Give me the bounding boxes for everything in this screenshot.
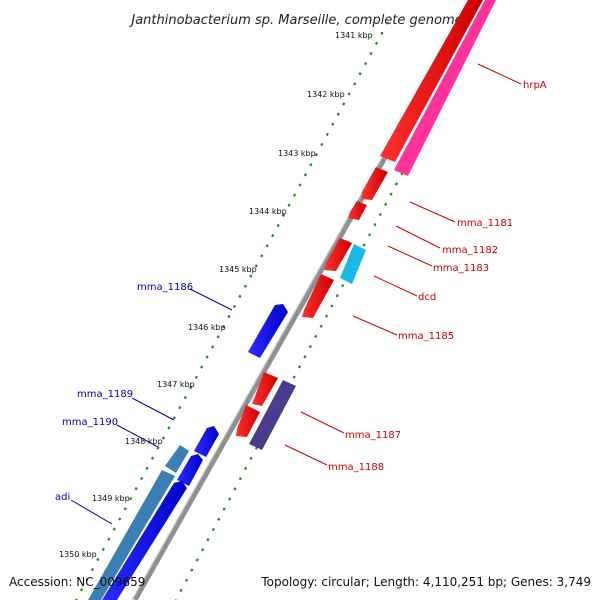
gene-label-mma-1181: mma_1181 [457,218,513,229]
gene-label-mma-1188: mma_1188 [328,462,384,473]
gene-arrow-red [324,238,352,271]
gene-arrow-purple [249,380,296,450]
scale-labels: 1341 kbp 1342 kbp 1343 kbp 1344 kbp 1345… [59,31,373,559]
gene-arrow-steel [88,470,175,600]
scale-label: 1342 kbp [307,90,345,99]
right-label-leaders [284,63,522,466]
gene-arrow-red [348,201,367,220]
gene-label-hrpA: hrpA [523,80,547,91]
scale-label: 1347 kbp [157,380,195,389]
scale-label: 1349 kbp [92,494,130,503]
gene-arrow-steel [165,445,189,473]
gene-label-mma-1187: mma_1187 [345,430,401,441]
gene-arrow-red [380,0,483,162]
gene-arrow-red [302,274,334,318]
left-label-leaders [70,288,233,525]
right-gene-labels: hrpA mma_1181 mma_1182 mma_1183 dcd mma_… [328,80,547,473]
scale-label: 1350 kbp [59,550,97,559]
gene-label-mma-1190: mma_1190 [62,417,118,428]
gene-arrow-pink [394,0,496,176]
map-title: Janthinobacterium sp. Marseille, complet… [128,13,462,28]
scale-label: 1345 kbp [219,265,257,274]
accession-text: Accession: NC_009659 [9,575,146,589]
gene-arrow-red [252,372,278,406]
gene-arrow-red [236,405,260,437]
gene-arrow-blue [177,454,203,486]
left-gene-labels: mma_1186 mma_1189 mma_1190 adi [55,282,193,503]
outer-scale-line [75,21,389,600]
gene-arrow-red [362,167,388,200]
gene-label-dcd: dcd [418,292,436,303]
gene-arrow-blue [102,481,187,600]
forward-genes [236,0,496,450]
inner-scale-line [175,0,495,600]
gene-arrow-blue [248,304,288,358]
gene-arrow-cyan [340,244,366,284]
scale-label: 1346 kbp [188,323,226,332]
genome-summary-text: Topology: circular; Length: 4,110,251 bp… [261,575,591,589]
scale-label: 1348 kbp [125,437,163,446]
scale-label: 1341 kbp [335,31,373,40]
reverse-genes [88,304,288,600]
gene-label-adi: adi [55,492,70,503]
scale-label: 1344 kbp [249,207,287,216]
gene-label-mma-1183: mma_1183 [433,263,489,274]
gene-label-mma-1189: mma_1189 [77,389,133,400]
gene-label-mma-1186: mma_1186 [137,282,193,293]
gene-label-mma-1182: mma_1182 [442,245,498,256]
gene-label-mma-1185: mma_1185 [398,331,454,342]
gene-arrow-blue [194,426,219,457]
scale-label: 1343 kbp [278,149,316,158]
